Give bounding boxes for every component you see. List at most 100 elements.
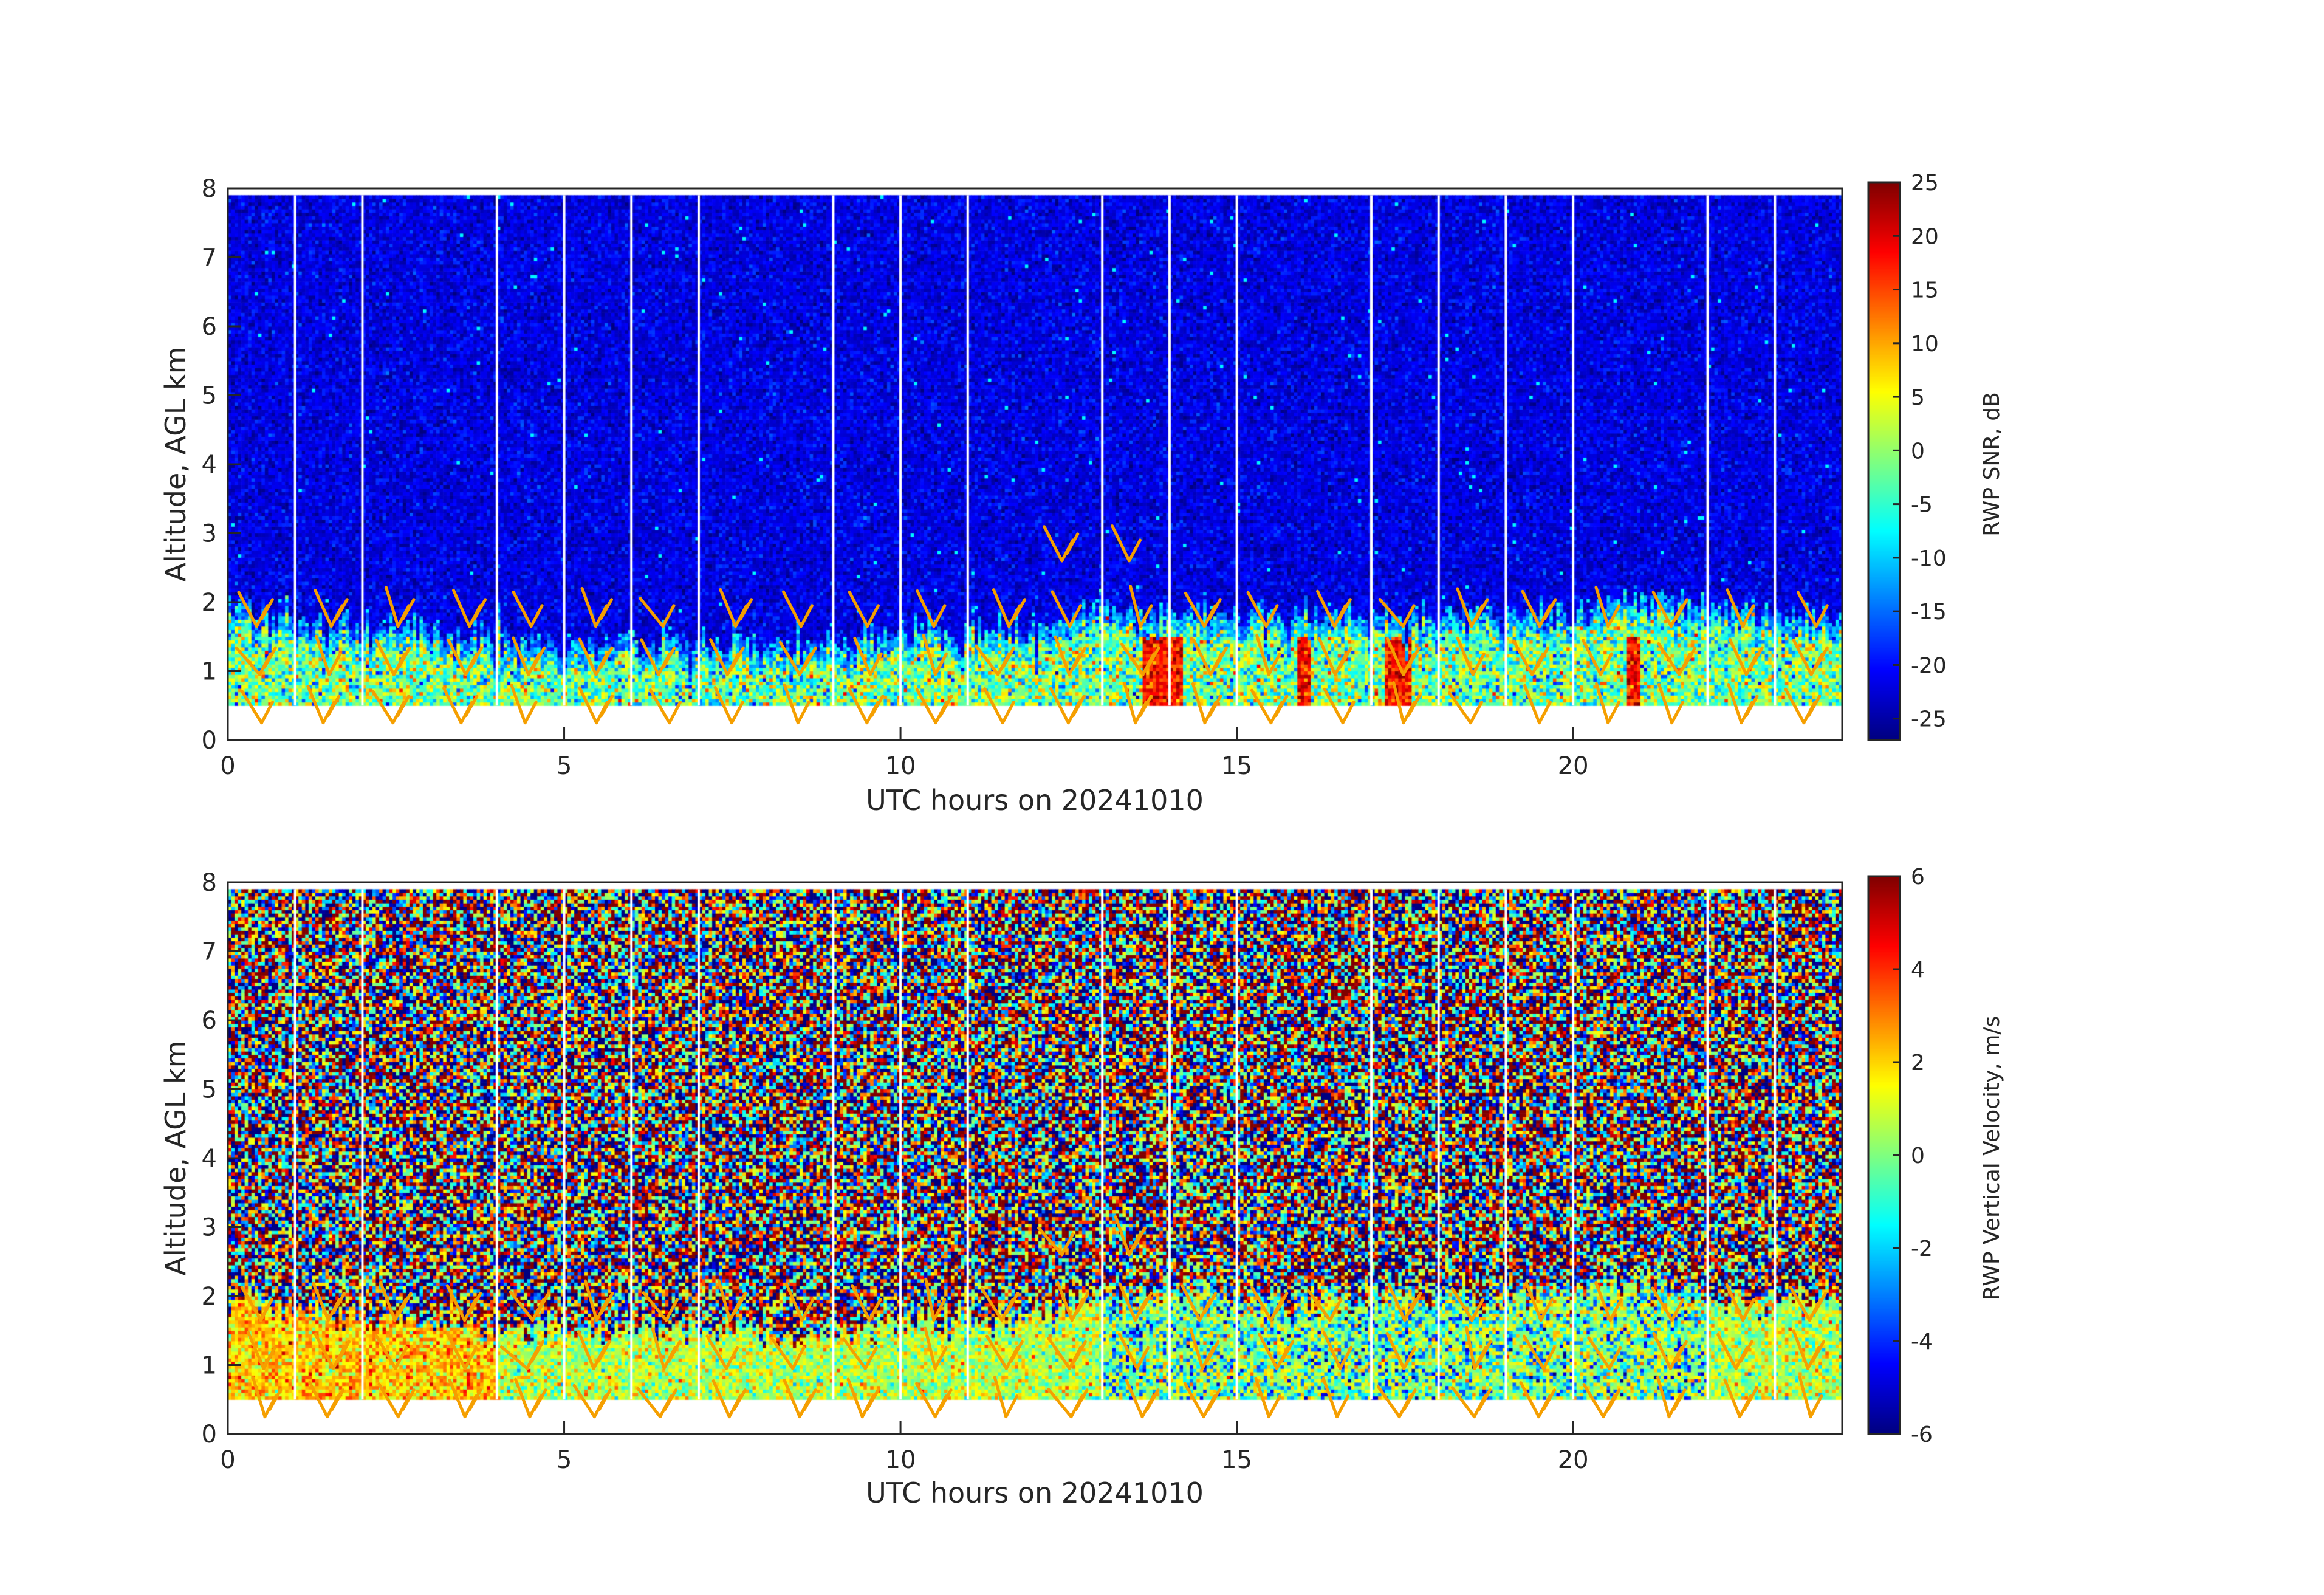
velocity-y-tick-label: 8	[202, 869, 217, 897]
snr-wind-barb	[1191, 682, 1222, 725]
snr-x-tick-label: 0	[220, 752, 235, 780]
snr-wind-barb	[1448, 691, 1484, 725]
snr-wind-barb	[708, 638, 745, 676]
snr-wind-barb	[648, 688, 682, 725]
snr-wind-barb	[916, 589, 947, 628]
velocity-wind-barb	[924, 1277, 947, 1322]
snr-x-axis: 0 5 10 15 20	[220, 727, 1589, 780]
snr-colorbar-tick-label: 20	[1911, 224, 1939, 249]
velocity-wind-barb	[1250, 1286, 1289, 1322]
velocity-wind-barb	[711, 1379, 747, 1419]
velocity-heatmap-wrapper	[228, 882, 1842, 1434]
snr-wind-barb	[1323, 687, 1356, 725]
snr-x-tick-label: 5	[557, 752, 572, 780]
velocity-wind-barb	[1656, 1376, 1687, 1419]
velocity-y-tick-label: 4	[202, 1145, 217, 1173]
snr-wind-barb	[713, 685, 744, 725]
snr-wind-barb	[578, 686, 614, 725]
snr-wind-barb	[1246, 591, 1279, 628]
velocity-y-tick-label: 7	[202, 938, 217, 966]
snr-wind-barb	[1184, 591, 1222, 628]
velocity-wind-barb	[1254, 1377, 1281, 1419]
velocity-y-tick-label: 1	[202, 1352, 217, 1380]
velocity-y-tick-label: 5	[202, 1076, 217, 1104]
snr-wind-barb	[384, 586, 416, 628]
velocity-wind-barb	[924, 1326, 948, 1370]
snr-wind-barb	[1456, 587, 1489, 628]
velocity-wind-barbs	[240, 1215, 1827, 1419]
snr-wind-barb	[1657, 682, 1685, 725]
velocity-x-tick-label: 5	[557, 1446, 572, 1474]
snr-wind-barb	[578, 637, 614, 676]
velocity-wind-barb	[251, 1376, 283, 1419]
snr-wind-barb	[1728, 637, 1764, 676]
snr-colorbar-tick-label: 10	[1911, 332, 1939, 357]
snr-wind-barb	[1727, 683, 1759, 725]
velocity-wind-barb	[1723, 1378, 1757, 1419]
velocity-wind-barb	[846, 1377, 880, 1419]
velocity-wind-barb	[1792, 1329, 1825, 1370]
velocity-wind-barb	[636, 1387, 678, 1419]
snr-y-tick-label: 4	[202, 451, 217, 479]
snr-wind-barb	[1784, 687, 1822, 725]
velocity-wind-barb	[1118, 1282, 1153, 1322]
velocity-wind-barb	[1183, 1382, 1221, 1419]
snr-wind-barb	[314, 589, 349, 628]
velocity-wind-barb	[1582, 1383, 1621, 1419]
velocity-wind-barb	[583, 1279, 614, 1322]
snr-wind-barb	[1110, 524, 1142, 563]
velocity-wind-barb	[1716, 1333, 1753, 1370]
snr-wind-barb	[719, 588, 753, 628]
snr-wind-barb	[1043, 525, 1080, 563]
velocity-wind-barb	[1651, 1286, 1685, 1322]
velocity-colorbar-ticks: -6 -4 -2 0 2 4 6	[1893, 865, 1933, 1447]
snr-wind-barb	[447, 638, 484, 676]
velocity-wind-barb	[1451, 1386, 1492, 1419]
velocity-wind-barb	[842, 1337, 878, 1370]
velocity-wind-barb	[240, 1286, 273, 1322]
snr-colorbar-tick-label: -15	[1911, 600, 1947, 625]
snr-wind-barb	[974, 644, 1016, 676]
snr-colorbar-tick-label: 0	[1911, 439, 1925, 464]
snr-wind-barb	[442, 687, 479, 725]
velocity-wind-barb	[993, 1376, 1019, 1419]
velocity-wind-barb	[379, 1281, 413, 1322]
velocity-y-axis-label: Altitude, AGL km	[159, 1040, 192, 1275]
snr-wind-barbs	[235, 524, 1829, 725]
snr-heatmap-wrapper	[228, 188, 1842, 740]
snr-x-tick-label: 15	[1221, 752, 1252, 780]
snr-colorbar-tick-label: 25	[1911, 171, 1939, 196]
velocity-x-tick-label: 0	[220, 1446, 235, 1474]
snr-colorbar	[1868, 182, 1900, 740]
velocity-wind-barb	[1725, 1283, 1755, 1322]
velocity-wind-barb	[1189, 1328, 1220, 1370]
snr-colorbar-wrapper	[1868, 182, 1900, 740]
velocity-wind-barb	[1322, 1331, 1353, 1370]
snr-wind-barb	[1594, 586, 1621, 628]
snr-heatmap	[228, 188, 1842, 740]
velocity-y-tick-label: 6	[202, 1007, 217, 1035]
snr-wind-barb	[306, 684, 341, 725]
snr-y-axis: 0 1 2 3 4 5 6 7 8	[202, 175, 241, 755]
velocity-wind-barb	[308, 1381, 345, 1419]
velocity-wind-barb	[246, 1331, 276, 1370]
snr-wind-barb	[1123, 681, 1153, 725]
velocity-wind-barb	[514, 1377, 547, 1419]
velocity-wind-barb	[1125, 1379, 1160, 1419]
snr-wind-barb	[639, 597, 676, 628]
velocity-wind-barb	[1037, 1226, 1075, 1257]
velocity-wind-barb	[1181, 1284, 1217, 1322]
velocity-wind-barb	[314, 1333, 351, 1370]
snr-wind-barb	[1191, 638, 1229, 676]
snr-x-axis-label: UTC hours on 20241010	[866, 784, 1204, 817]
snr-wind-barb	[1521, 589, 1557, 628]
velocity-wind-barb	[985, 1334, 1024, 1370]
snr-colorbar-label: RWP SNR, dB	[1980, 392, 2004, 537]
velocity-wind-barb	[1047, 1337, 1087, 1370]
snr-wind-barb	[235, 646, 277, 676]
velocity-y-tick-label: 3	[202, 1214, 217, 1242]
snr-wind-barb	[1595, 682, 1621, 725]
velocity-wind-barb	[717, 1279, 747, 1322]
velocity-wind-barb	[1450, 1286, 1485, 1322]
velocity-y-tick-label: 0	[202, 1421, 217, 1449]
